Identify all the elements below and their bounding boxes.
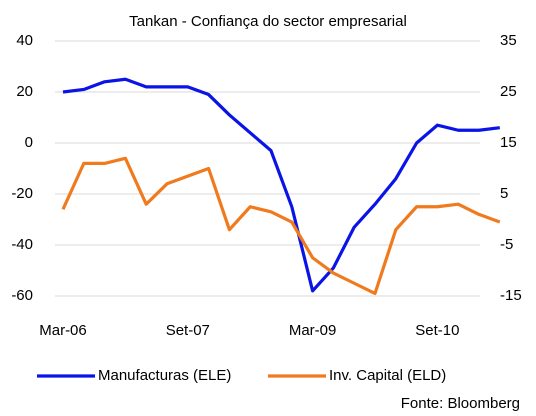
series-line <box>61 156 501 296</box>
y-tick-label: -60 <box>11 287 33 304</box>
y-tick-label: 0 <box>25 134 33 151</box>
series-line <box>62 77 500 293</box>
y2-tick-label: 5 <box>500 185 508 202</box>
x-tick-label: Mar-06 <box>39 322 87 339</box>
y2-tick-label: -15 <box>500 287 522 304</box>
y-tick-label: -20 <box>11 185 33 202</box>
x-tick-label: Set-10 <box>415 322 459 339</box>
y2-tick-label: 35 <box>500 32 517 49</box>
y2-tick-label: 15 <box>500 134 517 151</box>
legend-label: Inv. Capital (ELD) <box>329 367 446 384</box>
y-tick-label: 20 <box>16 83 33 100</box>
legend-label: Manufacturas (ELE) <box>98 367 231 384</box>
y2-tick-label: 25 <box>500 83 517 100</box>
source: Fonte: Bloomberg <box>401 395 520 412</box>
y-tick-label: 40 <box>16 32 33 49</box>
x-tick-label: Mar-09 <box>289 322 337 339</box>
x-tick-label: Set-07 <box>166 322 210 339</box>
y2-tick-label: -5 <box>500 236 513 253</box>
chart-title: Tankan - Confiança do sector empresarial <box>129 13 407 30</box>
y-tick-label: -40 <box>11 236 33 253</box>
